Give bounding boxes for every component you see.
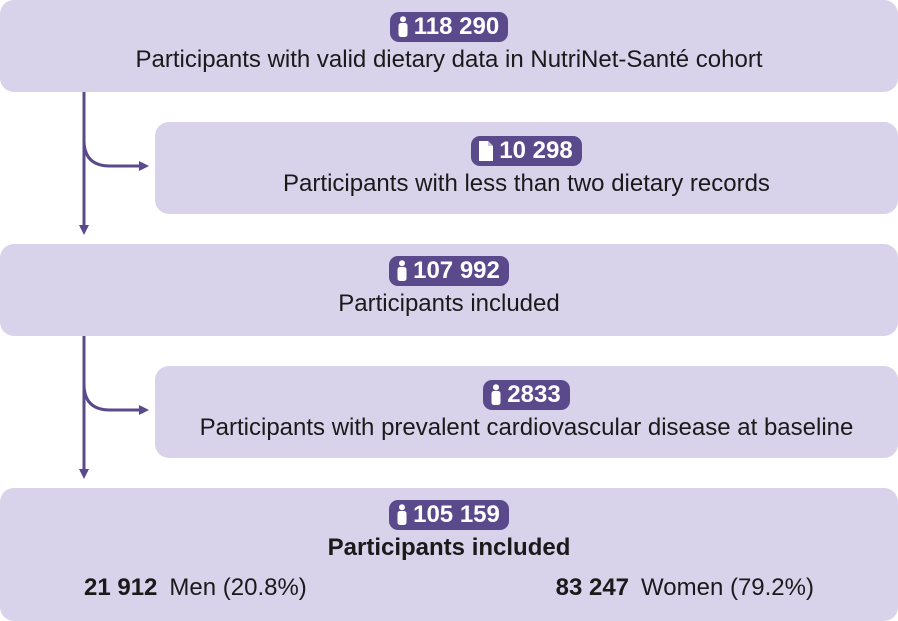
count-value: 2833 — [507, 381, 561, 408]
men-label: Men (20.8%) — [169, 574, 307, 601]
step-description: Participants with valid dietary data in … — [135, 46, 763, 73]
step-box-final: 105 159 Participants included 21 912 Men … — [0, 488, 898, 621]
count-badge: 10 298 — [471, 136, 582, 166]
count-value: 10 298 — [499, 137, 573, 164]
person-icon — [397, 16, 409, 38]
step-description: Participants included — [338, 290, 560, 317]
count-value: 118 290 — [413, 13, 500, 40]
men-count: 21 912 — [84, 574, 158, 601]
document-icon — [478, 141, 494, 161]
person-icon — [396, 504, 408, 526]
step-box-included: 107 992 Participants included — [0, 244, 898, 336]
women-label: Women (79.2%) — [641, 574, 814, 601]
step-box-cohort: 118 290 Participants with valid dietary … — [0, 0, 898, 92]
person-icon — [396, 260, 408, 282]
step-description: Participants included — [327, 534, 571, 561]
count-badge: 105 159 — [389, 500, 509, 530]
arrow-branch-2 — [82, 383, 149, 415]
arrow-branch-1 — [82, 139, 149, 171]
sex-breakdown: 21 912 Men (20.8%) 83 247 Women (79.2%) — [84, 574, 814, 602]
person-icon — [490, 384, 502, 406]
count-value: 105 159 — [413, 501, 500, 528]
step-box-exclusion-cvd: 2833 Participants with prevalent cardiov… — [155, 366, 898, 458]
step-box-exclusion-records: 10 298 Participants with less than two d… — [155, 122, 898, 214]
count-badge: 107 992 — [389, 256, 509, 286]
women-breakdown: 83 247 Women (79.2%) — [556, 574, 814, 602]
step-description: Participants with less than two dietary … — [283, 170, 770, 197]
men-breakdown: 21 912 Men (20.8%) — [84, 574, 307, 602]
women-count: 83 247 — [555, 574, 630, 601]
count-value: 107 992 — [413, 257, 500, 284]
step-description: Participants with prevalent cardiovascul… — [199, 414, 854, 441]
count-badge: 118 290 — [389, 12, 509, 42]
count-badge: 2833 — [483, 380, 570, 410]
